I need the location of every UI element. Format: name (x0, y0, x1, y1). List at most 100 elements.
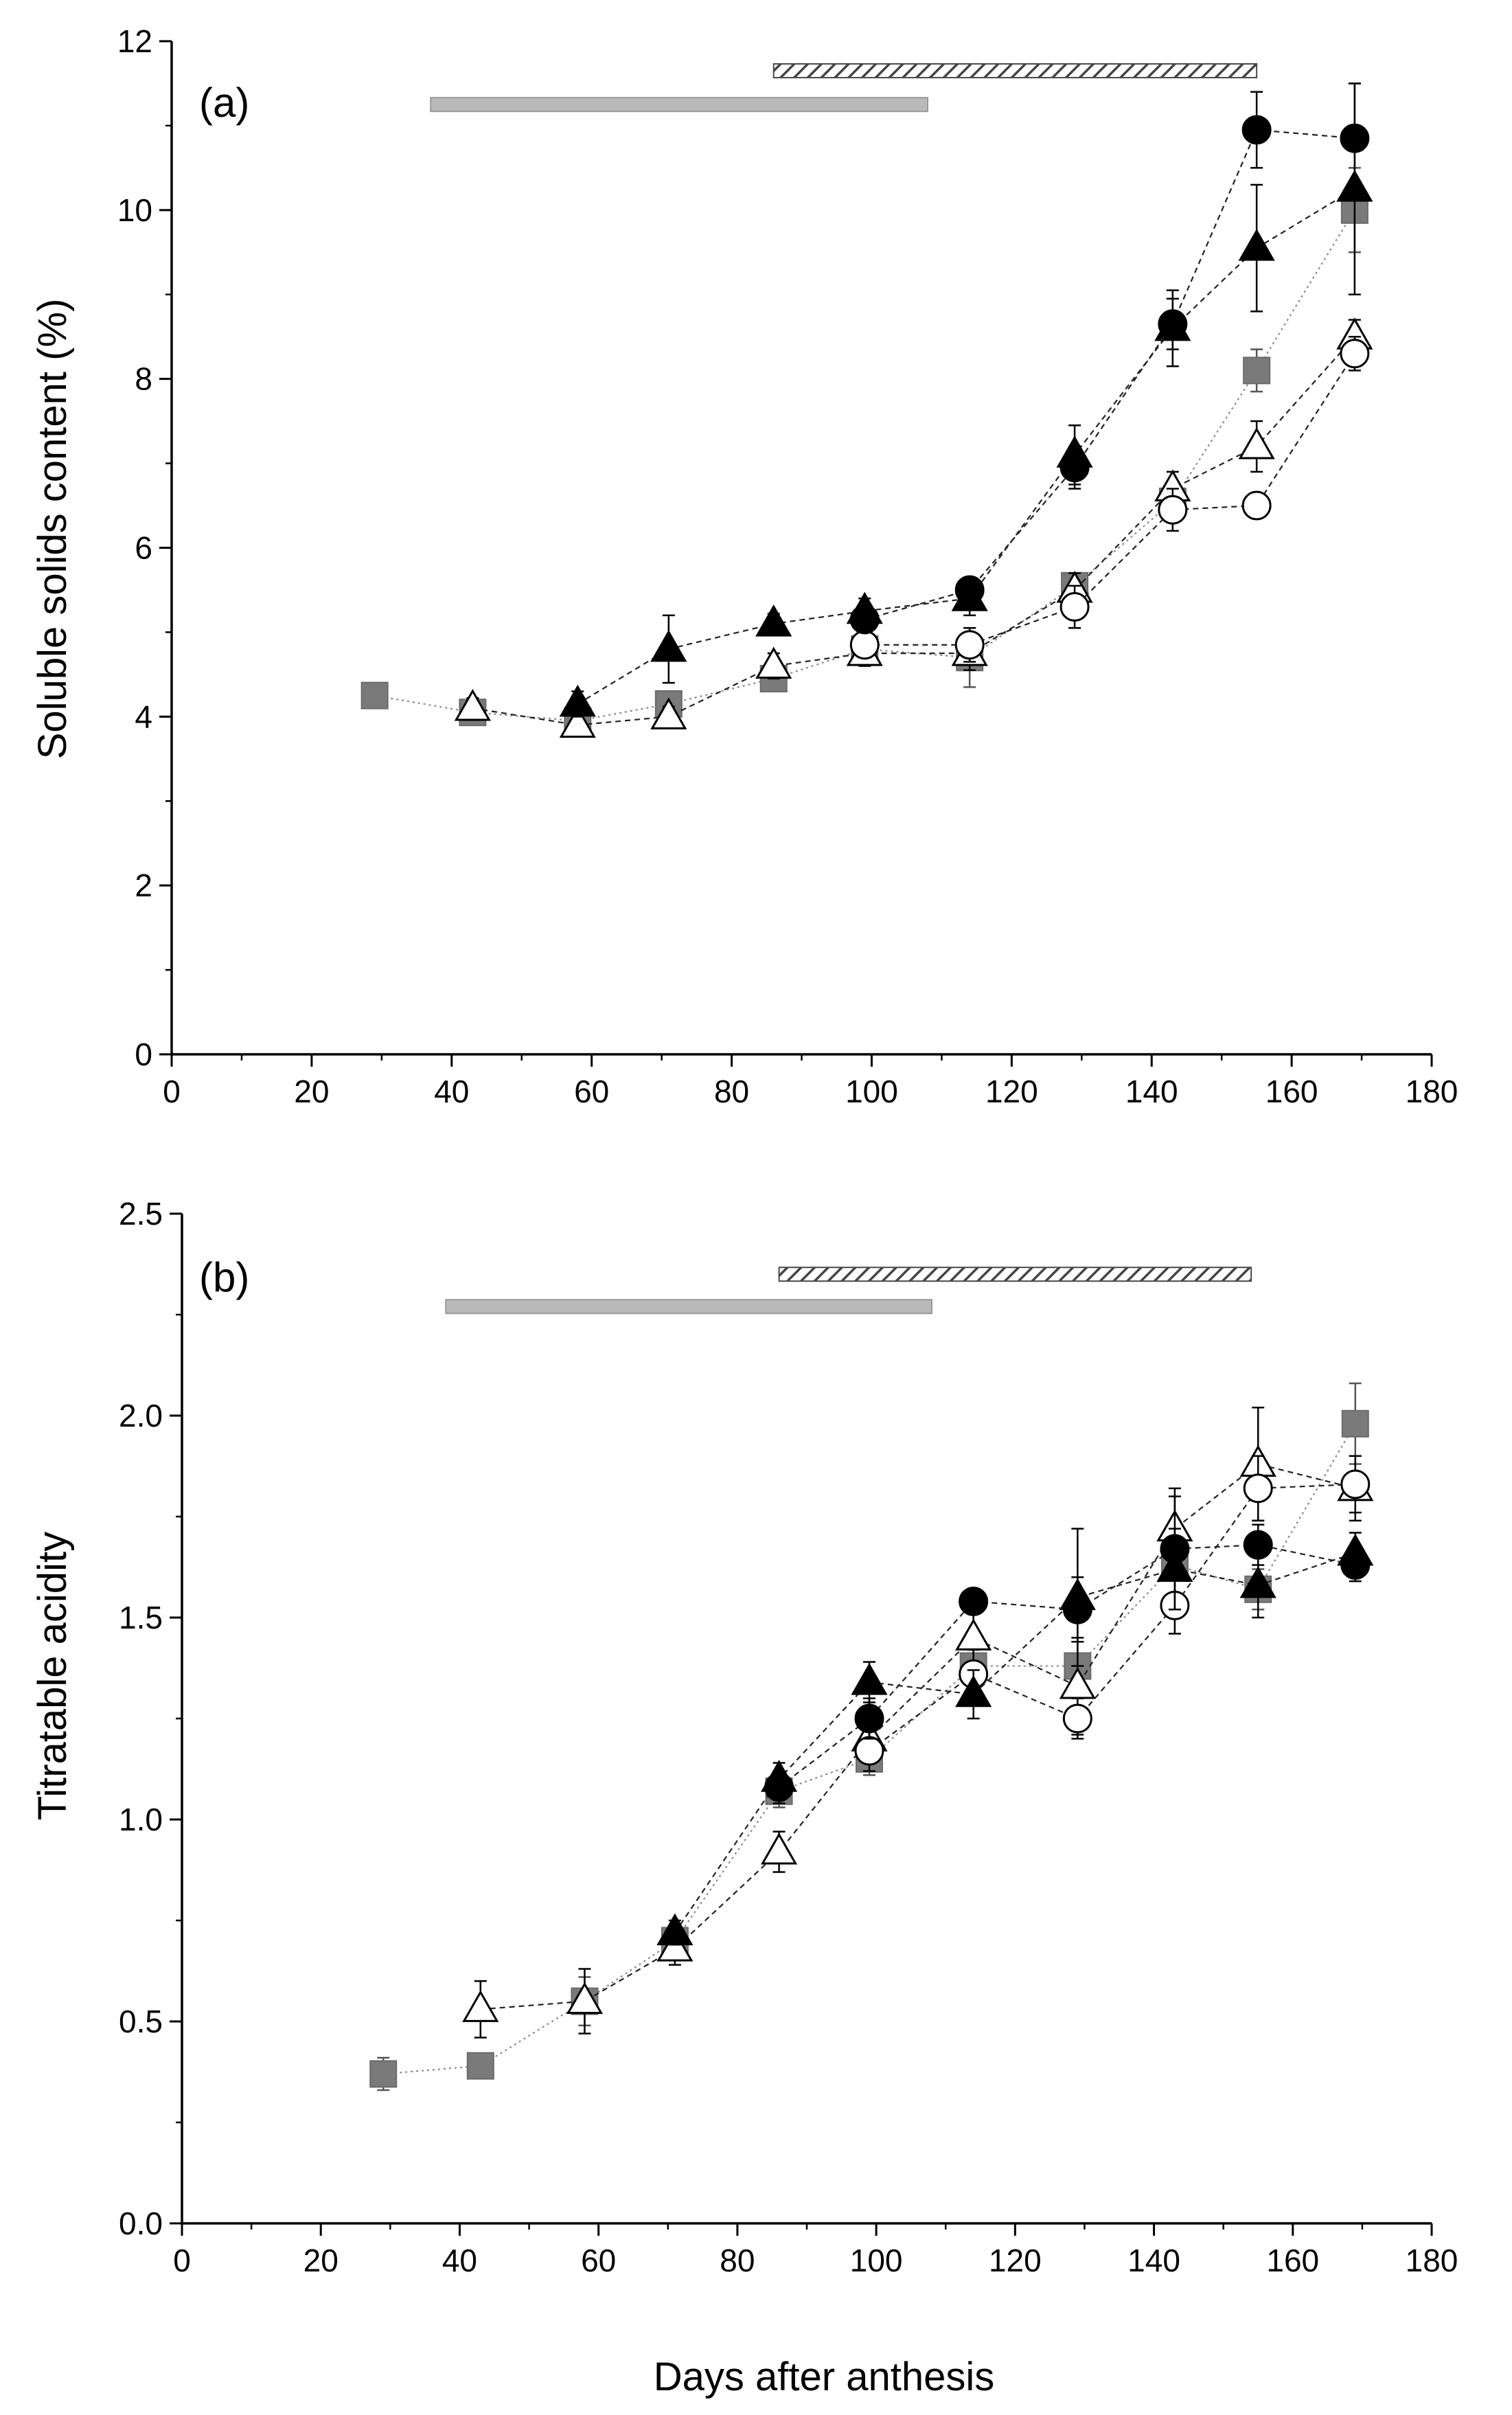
panel-b-data-point-triangle-open (760, 1833, 798, 1865)
panel-b-data-point-triangle-open (656, 1929, 694, 1962)
panel-a-y-tick-label: 12 (117, 23, 152, 59)
panel-a-x-tick-label: 80 (714, 1074, 749, 1109)
panel-a-data-point-triangle-open (755, 646, 792, 679)
panel-a-x-tick-label: 40 (434, 1074, 469, 1109)
panel-a-data-point-triangle-open (559, 705, 596, 738)
panel-a-x-tick-label: 100 (845, 1074, 898, 1109)
panel-b-series-triangle-open (462, 1406, 1374, 2039)
panel-b-y-tick-label: 1.5 (119, 1600, 163, 1635)
panel-b-data-point-circle-open (1340, 1469, 1371, 1499)
panel-a-data-point-circle-open (1241, 490, 1272, 521)
panel-b-data-point-triangle-open (462, 1990, 499, 2022)
panel-a-data-point-triangle-filled (559, 684, 596, 717)
panel-a-y-tick-label: 6 (135, 530, 152, 566)
panel-a-data-point-triangle-open (650, 697, 687, 729)
panel-b-data-point-circle-filled (764, 1772, 794, 1802)
panel-a-y-tick-label: 4 (135, 699, 152, 734)
panel-a-x-tick-label: 160 (1265, 1074, 1318, 1109)
panel-b-y-axis-title: Titratable acidity (30, 1532, 75, 1820)
panel-a-label: (a) (199, 80, 249, 126)
panel-b-series-line (674, 1552, 1356, 1934)
panel-a-data-point-circle-open (849, 630, 880, 660)
panel-a-data-point-circle-filled (1241, 115, 1272, 145)
panel-a-x-tick-label: 0 (163, 1074, 181, 1109)
panel-b-x-tick-label: 60 (581, 2243, 616, 2278)
panel-b-x-tick-label: 160 (1266, 2243, 1319, 2278)
panel-b-titratable-acidity-chart: 0 20 40 60 80 100 120 140 160 180 0.0 0.5 1.0 1.5 2.0 2… (30, 1196, 1458, 2278)
panel-a-x-tick-label: 120 (985, 1074, 1038, 1109)
panel-a-series-line (472, 336, 1355, 726)
panel-b-x-tick-label: 100 (850, 2243, 903, 2278)
panel-a-x-tick-label: 20 (294, 1074, 329, 1109)
panel-a-series-triangle-open (454, 317, 1373, 738)
panel-a-data-point-circle-open (954, 630, 985, 660)
panel-a-data-point-triangle-open (454, 689, 491, 721)
panel-b-x-tick-label: 180 (1406, 2243, 1458, 2278)
panel-a-series-line (864, 128, 1355, 621)
panel-a-data-point-triangle-filled (755, 604, 792, 637)
panel-a-data-point-triangle-open (1238, 427, 1275, 460)
panel-a-data-point-circle-filled (849, 604, 880, 635)
panel-b-data-point-circle-open (854, 1736, 884, 1766)
panel-b-data-point-square (1341, 1409, 1369, 1438)
panel-b-data-point-triangle-filled (656, 1913, 694, 1946)
panel-a-y-axis-title: Soluble solids content (%) (30, 299, 75, 760)
panel-a-data-point-circle-filled (1340, 123, 1370, 153)
panel-a-data-point-circle-filled (954, 575, 985, 605)
panel-a-data-point-square (360, 681, 389, 710)
panel-a-series-line (577, 188, 1355, 705)
panel-b-data-point-circle-filled (1160, 1534, 1190, 1564)
panel-b-y-tick-label: 1.0 (119, 1802, 163, 1837)
panel-b-data-point-circle-filled (1340, 1550, 1371, 1580)
panel-b-y-tick-label: 2.0 (119, 1398, 163, 1433)
panel-b-x-tick-label: 80 (720, 2243, 755, 2278)
panel-a-data-point-triangle-filled (650, 629, 687, 662)
panel-b-data-point-triangle-filled (955, 1675, 992, 1708)
panel-b-label: (b) (199, 1254, 249, 1300)
panel-b-x-tick-label: 20 (303, 2243, 339, 2278)
panel-a-series-circle-filled (849, 82, 1370, 635)
panel-b-data-point-triangle-filled (851, 1663, 888, 1695)
panel-a-y-tick-label: 10 (117, 192, 152, 228)
panel-a-data-point-circle-open (1340, 339, 1370, 369)
panel-a-y-tick-label: 2 (135, 868, 152, 903)
panel-b-data-point-circle-open (1062, 1703, 1092, 1734)
panel-a-series-circle-open (849, 335, 1370, 663)
panel-b-hatched-period-bar (778, 1267, 1252, 1282)
panel-b-data-point-triangle-open (955, 1618, 992, 1651)
panel-b-x-tick-label: 120 (989, 2243, 1042, 2278)
panel-b-data-point-circle-filled (854, 1703, 884, 1734)
panel-b-data-point-square (466, 2052, 494, 2080)
panel-b-data-point-circle-filled (1243, 1530, 1273, 1560)
panel-a-x-tick-label: 180 (1406, 1074, 1458, 1109)
panel-a-series-line (864, 353, 1355, 646)
panel-a-data-point-circle-open (1059, 592, 1090, 622)
panel-b-gray-period-bar (445, 1299, 932, 1315)
panel-a-soluble-solids-chart: 0 20 40 60 80 100 120 140 160 180 0 2 4 6 8 10 12 (a) Solu… (30, 23, 1458, 1109)
panel-a-x-tick-label: 140 (1125, 1074, 1178, 1109)
panel-b-x-tick-label: 140 (1127, 2243, 1180, 2278)
panel-b-y-tick-label: 0.0 (119, 2206, 163, 2241)
panel-a-data-point-triangle-filled (1238, 229, 1275, 261)
panel-a-y-tick-label: 0 (135, 1036, 152, 1072)
panel-b-series-triangle-filled (656, 1528, 1374, 1946)
panel-a-hatched-period-bar (772, 63, 1258, 79)
panel-b-data-point-circle-filled (1062, 1594, 1092, 1624)
panel-b-series-circle-filled (764, 1487, 1371, 1804)
panel-b-x-tick-label: 0 (173, 2243, 191, 2278)
panel-b-x-tick-label: 40 (442, 2243, 477, 2278)
panel-b-data-point-circle-filled (959, 1586, 989, 1616)
panel-a-x-tick-label: 60 (574, 1074, 609, 1109)
panel-b-series-line (869, 1483, 1355, 1751)
panel-a-data-point-circle-filled (1158, 309, 1188, 339)
panel-a-series-triangle-filled (559, 82, 1373, 718)
panel-b-data-point-triangle-open (566, 1982, 604, 2015)
panel-a-data-point-square (1243, 356, 1271, 385)
panel-a-y-tick-label: 8 (135, 361, 152, 397)
x-axis-title: Days after anthesis (654, 2355, 994, 2399)
panel-b-series-circle-open (854, 1455, 1371, 1772)
panel-a-data-point-circle-filled (1059, 453, 1090, 483)
panel-b-y-tick-label: 2.5 (119, 1196, 163, 1232)
panel-b-data-point-circle-open (1243, 1473, 1273, 1504)
